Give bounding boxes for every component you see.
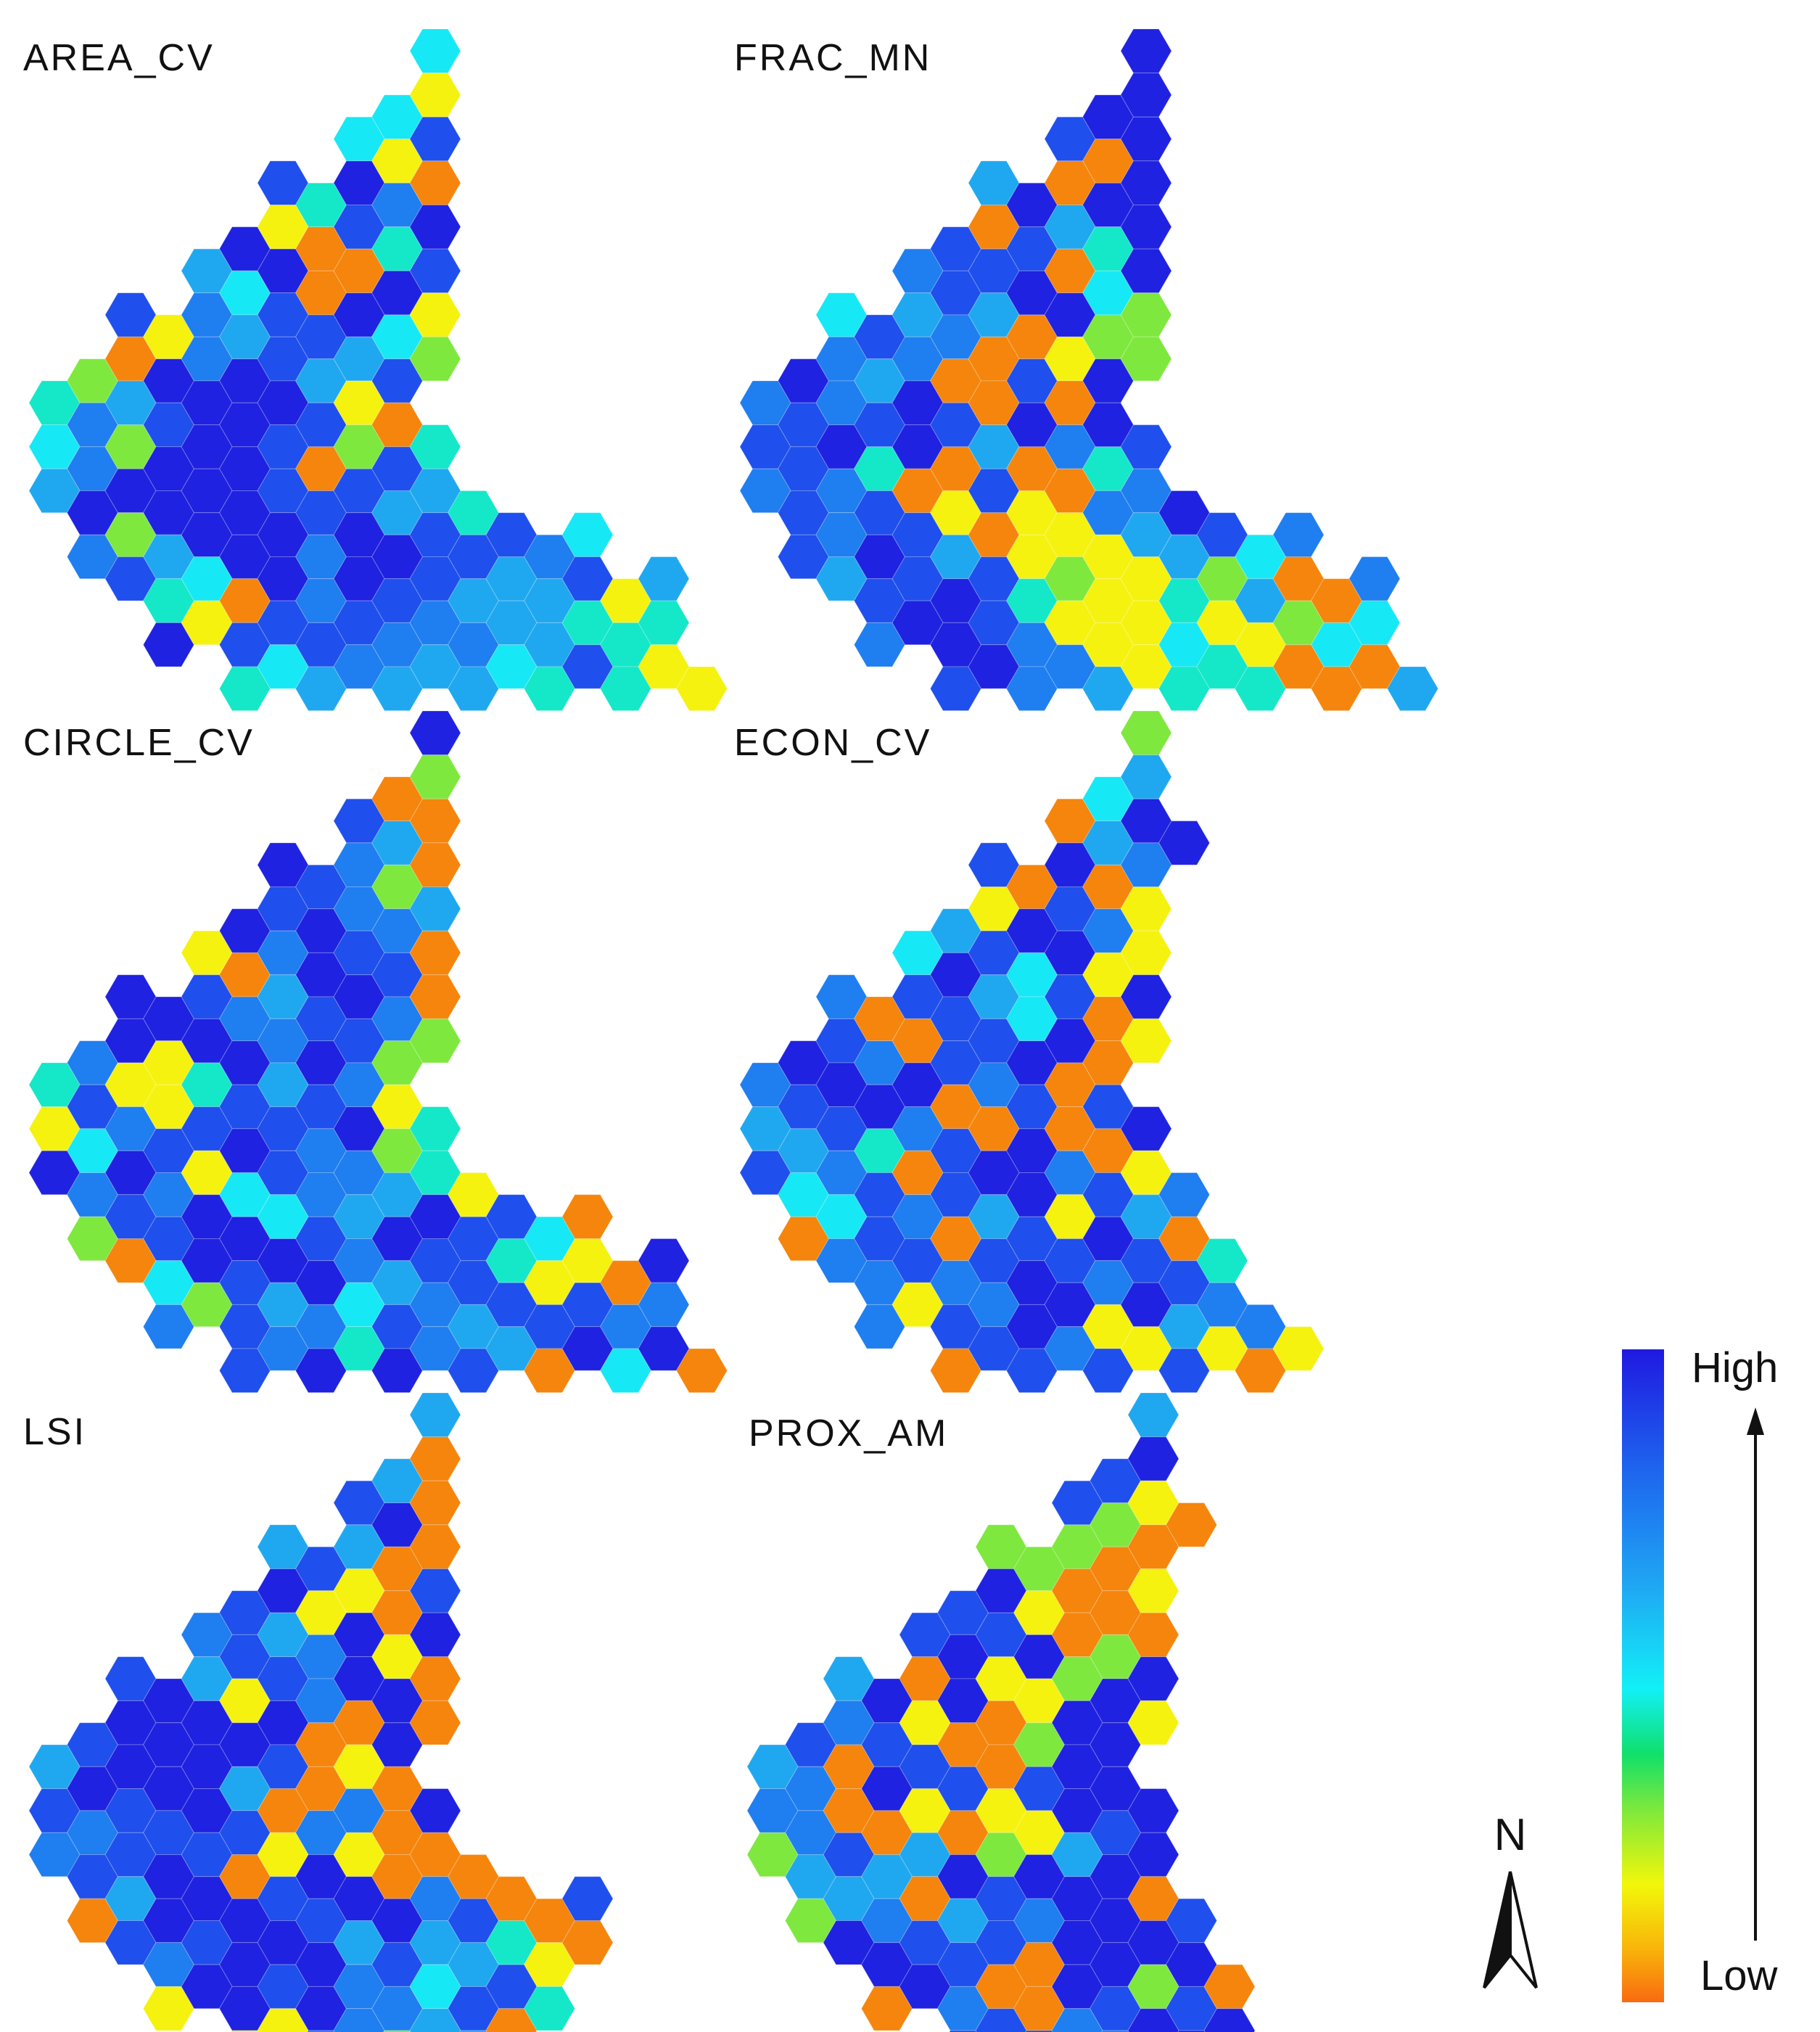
legend-low-label: Low — [1700, 1952, 1778, 1999]
panel-title-circle: CIRCLE_CV — [23, 722, 255, 764]
hex-cell — [409, 2008, 461, 2032]
hex-map-area — [28, 28, 728, 712]
hex-cell — [409, 710, 461, 756]
hex-map-prox — [746, 1392, 1256, 2032]
hex-cell — [257, 2008, 309, 2032]
hex-cell — [675, 1348, 728, 1394]
panel-title-area: AREA_CV — [23, 37, 215, 79]
hex-cell — [561, 1920, 614, 1965]
hex-map-circle — [28, 710, 728, 1394]
hex-cell — [1386, 666, 1439, 712]
hex-cell — [1051, 2008, 1103, 2032]
hex-cell — [485, 2008, 538, 2032]
hex-cell — [1203, 2008, 1256, 2032]
panel-econ: ECON_CV — [733, 696, 1385, 1394]
north-arrow: N — [1465, 1806, 1552, 1999]
legend-arrow-icon — [1747, 1407, 1764, 1941]
hex-cell — [1127, 2008, 1179, 2032]
hex-cell — [409, 1700, 461, 1745]
panel-title-lsi: LSI — [23, 1411, 87, 1453]
legend-color-bar — [1622, 1349, 1664, 2002]
hex-cell — [1120, 28, 1172, 74]
hex-cell — [1127, 1392, 1179, 1438]
north-label: N — [1494, 1810, 1527, 1860]
hex-cell — [1120, 336, 1172, 382]
hex-cell — [1120, 1018, 1172, 1064]
panel-prox: PROX_AM — [725, 1364, 1407, 2032]
hex-cell — [409, 336, 461, 382]
hex-cell — [409, 1018, 461, 1064]
panel-area: AREA_CV — [22, 15, 728, 712]
hex-cell — [333, 2008, 385, 2032]
panel-title-econ: ECON_CV — [734, 722, 932, 764]
hex-map-frac — [739, 28, 1439, 712]
hex-cell — [975, 2008, 1027, 2032]
north-arrow-icon: N — [1483, 1810, 1538, 1989]
legend-high-label: High — [1692, 1344, 1779, 1391]
hex-cell — [1120, 710, 1172, 756]
panel-lsi: LSI — [22, 1378, 675, 2032]
panel-circle: CIRCLE_CV — [22, 696, 728, 1394]
hex-map-lsi — [28, 1392, 614, 2032]
hex-cell — [1272, 1326, 1325, 1371]
panel-frac: FRAC_MN — [733, 15, 1439, 712]
panel-title-prox: PROX_AM — [749, 1412, 949, 1455]
hex-cell — [1127, 1700, 1179, 1745]
panel-title-frac: FRAC_MN — [734, 37, 932, 79]
hex-cell — [675, 666, 728, 712]
hex-cell — [409, 1392, 461, 1438]
hex-cell — [409, 28, 461, 74]
hex-map-econ — [739, 710, 1325, 1394]
